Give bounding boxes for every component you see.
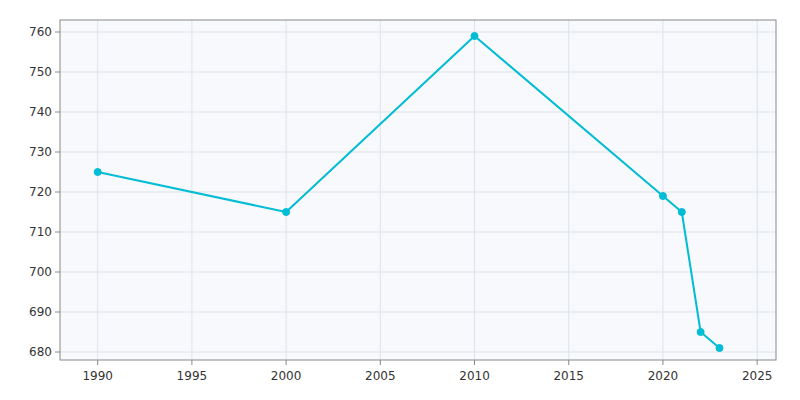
y-tick bbox=[55, 232, 60, 233]
point bbox=[716, 345, 723, 352]
axes: 680 690 700 710 720 730 740 750 760 1990 1995 2000 2… bbox=[29, 25, 772, 384]
point bbox=[697, 329, 704, 336]
plot-frame bbox=[60, 20, 776, 360]
x-grid-line bbox=[286, 20, 287, 360]
chart: 680 690 700 710 720 730 740 750 760 1990 1995 2000 2… bbox=[0, 0, 800, 400]
y-tick bbox=[55, 352, 60, 353]
line bbox=[98, 36, 720, 348]
series bbox=[94, 33, 723, 352]
plot-background bbox=[60, 20, 776, 360]
y-tick bbox=[55, 112, 60, 113]
y-tick-label: 760 bbox=[29, 25, 52, 39]
x-grid-line bbox=[662, 20, 663, 360]
x-tick-label: 2005 bbox=[365, 369, 396, 383]
y-tick-label: 740 bbox=[29, 105, 52, 119]
x-tick-label: 2010 bbox=[459, 369, 490, 383]
y-tick-label: 690 bbox=[29, 305, 52, 319]
x-tick bbox=[662, 360, 663, 365]
x-tick-label: 1990 bbox=[82, 369, 113, 383]
y-tick-label: 700 bbox=[29, 265, 52, 279]
x-grid-line bbox=[757, 20, 758, 360]
x-tick-label: 2020 bbox=[648, 369, 679, 383]
y-grid-line bbox=[60, 32, 776, 33]
x-tick bbox=[568, 360, 569, 365]
y-tick bbox=[55, 32, 60, 33]
y-tick bbox=[55, 72, 60, 73]
x-grid-line bbox=[474, 20, 475, 360]
x-tick bbox=[757, 360, 758, 365]
x-tick bbox=[286, 360, 287, 365]
grid bbox=[60, 20, 776, 360]
y-grid-line bbox=[60, 112, 776, 113]
y-grid-line bbox=[60, 192, 776, 193]
y-tick bbox=[55, 192, 60, 193]
x-tick bbox=[474, 360, 475, 365]
x-tick bbox=[380, 360, 381, 365]
y-grid-line bbox=[60, 232, 776, 233]
x-grid-line bbox=[568, 20, 569, 360]
x-tick-label: 1995 bbox=[177, 369, 208, 383]
y-tick bbox=[55, 272, 60, 273]
point bbox=[659, 193, 666, 200]
y-tick-label: 710 bbox=[29, 225, 52, 239]
y-grid-line bbox=[60, 152, 776, 153]
x-tick-label: 2015 bbox=[553, 369, 584, 383]
point bbox=[283, 209, 290, 216]
y-tick-label: 720 bbox=[29, 185, 52, 199]
y-grid-line bbox=[60, 72, 776, 73]
y-tick-label: 730 bbox=[29, 145, 52, 159]
chart-container: 680 690 700 710 720 730 740 750 760 1990 1995 2000 2… bbox=[0, 0, 800, 400]
x-tick-label: 2000 bbox=[271, 369, 302, 383]
y-grid-line bbox=[60, 352, 776, 353]
point bbox=[471, 33, 478, 40]
y-grid-line bbox=[60, 312, 776, 313]
x-grid-line bbox=[380, 20, 381, 360]
y-grid-line bbox=[60, 272, 776, 273]
point bbox=[94, 169, 101, 176]
y-tick bbox=[55, 312, 60, 313]
y-tick-label: 750 bbox=[29, 65, 52, 79]
y-tick-label: 680 bbox=[29, 345, 52, 359]
x-tick bbox=[191, 360, 192, 365]
x-tick-label: 2025 bbox=[742, 369, 773, 383]
x-grid-line bbox=[97, 20, 98, 360]
x-grid-line bbox=[191, 20, 192, 360]
point bbox=[678, 209, 685, 216]
x-tick bbox=[97, 360, 98, 365]
y-tick bbox=[55, 152, 60, 153]
